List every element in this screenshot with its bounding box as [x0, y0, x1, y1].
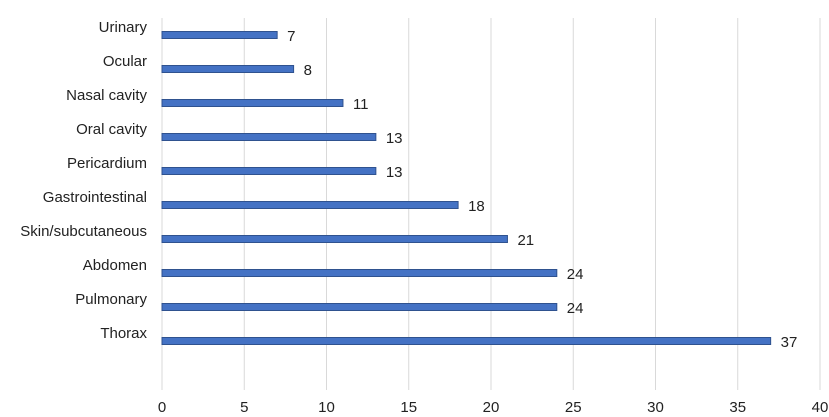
x-tick-label: 5 [240, 399, 248, 416]
value-label: 21 [517, 232, 534, 249]
bar [161, 303, 558, 311]
x-tick-label: 0 [158, 399, 166, 416]
bar [161, 133, 377, 141]
value-label: 13 [386, 164, 403, 181]
y-tick-label: Pulmonary [75, 291, 147, 308]
y-tick-label: Pericardium [67, 155, 147, 172]
y-tick-label: Ocular [103, 53, 147, 70]
y-tick-label: Oral cavity [76, 121, 147, 138]
x-tick-label: 20 [483, 399, 500, 416]
y-tick-label: Skin/subcutaneous [20, 223, 147, 240]
y-tick-label: Abdomen [83, 257, 147, 274]
bar [161, 31, 278, 39]
bar [161, 337, 772, 345]
value-label: 24 [567, 266, 584, 283]
x-tick-label: 10 [318, 399, 335, 416]
y-tick-label: Nasal cavity [66, 87, 147, 104]
x-tick-label: 25 [565, 399, 582, 416]
bar [161, 235, 508, 243]
bar [161, 99, 344, 107]
value-label: 37 [781, 334, 798, 351]
bar [161, 167, 377, 175]
x-tick-label: 30 [647, 399, 664, 416]
value-label: 18 [468, 198, 485, 215]
value-label: 8 [304, 62, 312, 79]
y-tick-label: Gastrointestinal [43, 189, 147, 206]
value-label: 11 [353, 96, 369, 113]
bar [161, 269, 558, 277]
x-tick-label: 35 [729, 399, 746, 416]
bar [161, 65, 295, 73]
x-tick-label: 15 [400, 399, 417, 416]
bar [161, 201, 459, 209]
value-label: 24 [567, 300, 584, 317]
value-label: 7 [287, 28, 295, 45]
x-tick-label: 40 [812, 399, 829, 416]
value-label: 13 [386, 130, 403, 147]
y-tick-label: Urinary [99, 19, 148, 36]
y-tick-label: Thorax [100, 325, 147, 342]
